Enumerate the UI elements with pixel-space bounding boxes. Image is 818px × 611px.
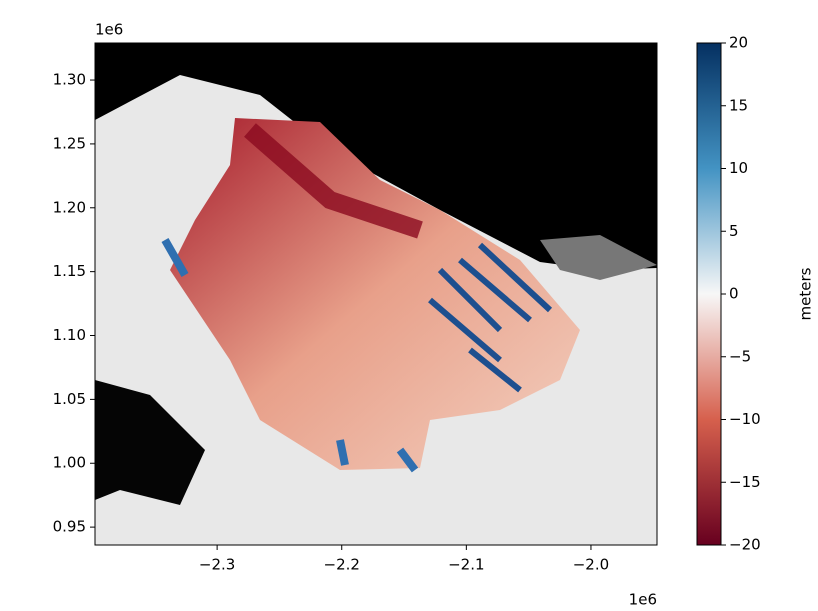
colorbar-tick-label: −15	[729, 473, 761, 491]
colorbar-label: meters	[797, 267, 815, 320]
y-tick-label: 1.05	[53, 390, 86, 408]
map-image	[95, 43, 657, 545]
colorbar	[697, 43, 721, 545]
x-offset-label: 1e6	[629, 591, 657, 609]
x-tick-label: −2.2	[324, 556, 360, 574]
y-tick-label: 1.30	[53, 71, 86, 89]
colorbar-tick-label: 10	[729, 159, 748, 177]
x-tick-label: −2.0	[573, 556, 609, 574]
x-tick-label: −2.3	[199, 556, 235, 574]
chart: 1e6 1e6 meters −2.3 −2.2 −2.1 −2.0 0.95 1.00 1…	[0, 0, 818, 611]
y-tick-label: 1.25	[53, 134, 86, 152]
y-tick-label: 1.10	[53, 326, 86, 344]
y-tick-label: 1.15	[53, 262, 86, 280]
page: {"chart_data": {"type": "image", "x_offs…	[0, 0, 818, 611]
y-offset-label: 1e6	[95, 21, 123, 39]
colorbar-tick-label: −20	[729, 536, 761, 554]
y-tick-label: 1.20	[53, 198, 86, 216]
x-tick-label: −2.1	[448, 556, 484, 574]
colorbar-tick-label: −10	[729, 410, 761, 428]
colorbar-tick-label: 20	[729, 34, 748, 52]
colorbar-tick-label: 5	[729, 222, 739, 240]
y-tick-label: 1.00	[53, 454, 86, 472]
colorbar-tick-label: −5	[729, 347, 751, 365]
colorbar-tick-label: 0	[729, 285, 739, 303]
colorbar-tick-label: 15	[729, 96, 748, 114]
y-tick-label: 0.95	[53, 518, 86, 536]
